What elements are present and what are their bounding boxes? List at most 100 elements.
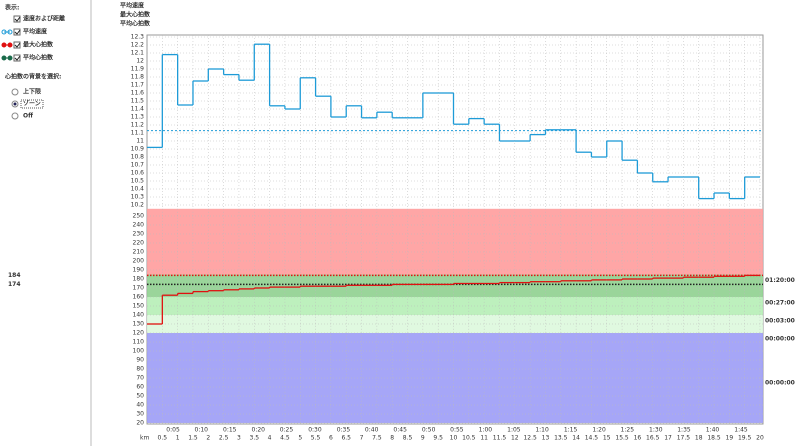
- y-tick-label: 70: [136, 375, 144, 382]
- x-tick-label: 9.5: [433, 435, 443, 442]
- time-tick-label: 1:40: [706, 427, 720, 434]
- y-tick-label: 140: [133, 312, 145, 319]
- checkbox-label: 平均速度: [23, 28, 48, 36]
- y-tick-label: 10.8: [131, 154, 145, 161]
- checkbox-label: 速度および距離: [23, 15, 65, 23]
- checkbox[interactable]: [13, 41, 21, 49]
- radio-label: ゾーン: [23, 100, 41, 108]
- x-tick-label: 7: [360, 435, 364, 442]
- radio-label: 上下限: [23, 88, 41, 96]
- x-tick-label: 5: [298, 435, 302, 442]
- checkbox-tick: [14, 29, 21, 35]
- checkbox[interactable]: [13, 15, 21, 23]
- y-tick-label: 160: [133, 294, 145, 301]
- y-tick-label: 10.7: [131, 162, 145, 169]
- checkbox-label: 平均心拍数: [23, 54, 54, 62]
- y-tick-label: 11.1: [131, 130, 145, 137]
- y-tick-label: 20: [136, 420, 144, 427]
- reference-label: 184: [8, 272, 21, 279]
- checkbox-tick: [14, 16, 21, 22]
- x-tick-label: 14: [572, 435, 580, 442]
- radio[interactable]: [11, 112, 19, 120]
- x-tick-label: 18: [695, 435, 703, 442]
- x-tick-label: 16: [634, 435, 642, 442]
- y-tick-label: 230: [133, 231, 145, 238]
- time-tick-label: 0:30: [308, 427, 322, 434]
- x-tick-label: 18.5: [707, 435, 721, 442]
- y-tick-label: 11.5: [131, 98, 145, 105]
- x-tick-label: 12.5: [523, 435, 537, 442]
- y-tick-label: 11.2: [131, 122, 145, 129]
- x-tick-label: 16.5: [646, 435, 660, 442]
- radio[interactable]: [11, 88, 19, 96]
- side-panel: [0, 0, 91, 446]
- y-tick-label: 10.3: [131, 194, 145, 201]
- y-tick-label: 130: [133, 321, 145, 328]
- time-tick-label: 0:20: [252, 427, 266, 434]
- x-tick-label: 2.5: [219, 435, 229, 442]
- x-tick-label: 17: [664, 435, 672, 442]
- y-tick-label: 240: [133, 222, 145, 229]
- time-tick-label: 0:55: [450, 427, 464, 434]
- time-tick-label: 0:10: [195, 427, 209, 434]
- radio-label: Off: [23, 113, 33, 120]
- time-tick-label: 1:45: [734, 427, 748, 434]
- x-tick-label: 10.5: [462, 435, 476, 442]
- checkbox[interactable]: [13, 54, 21, 62]
- x-tick-label: 7.5: [372, 435, 382, 442]
- radio-dot: [13, 102, 17, 106]
- zone-time: 00:00:00: [765, 380, 795, 387]
- checkbox[interactable]: [13, 28, 21, 36]
- y-tick-label: 10.2: [131, 202, 145, 209]
- x-tick-label: 11.5: [493, 435, 507, 442]
- x-tick-label: 5.5: [311, 435, 321, 442]
- x-tick-label: 8: [390, 435, 394, 442]
- time-tick-label: 0:50: [422, 427, 436, 434]
- y-tick-label: 11.8: [131, 74, 145, 81]
- x-tick-label: 1: [176, 435, 180, 442]
- time-tick-label: 1:15: [564, 427, 578, 434]
- zone-time: 00:27:00: [765, 300, 795, 307]
- x-tick-label: 20: [756, 435, 764, 442]
- y-tick-label: 11.3: [131, 114, 145, 121]
- y-tick-label: 12.3: [131, 34, 145, 41]
- time-tick-label: 1:25: [621, 427, 635, 434]
- radio-focus: [20, 99, 44, 109]
- y-tick-label: 250: [133, 213, 145, 220]
- y-tick-label: 90: [136, 357, 144, 364]
- time-tick-label: 0:45: [393, 427, 407, 434]
- time-tick-label: 1:20: [592, 427, 606, 434]
- reference-label: 174: [8, 281, 21, 288]
- y-tick-label: 10.6: [131, 170, 145, 177]
- legend-entry: 平均速度: [120, 2, 145, 10]
- y-tick-label: 30: [136, 411, 144, 418]
- x-tick-label: 17.5: [677, 435, 691, 442]
- y-tick-label: 10.9: [131, 146, 145, 153]
- y-tick-label: 50: [136, 393, 144, 400]
- x-tick-label: 15: [603, 435, 611, 442]
- x-tick-label: 9: [421, 435, 425, 442]
- x-tick-label: 19: [726, 435, 734, 442]
- x-tick-label: 4: [268, 435, 272, 442]
- x-tick-label: 0.5: [158, 435, 168, 442]
- x-axis-label: km: [140, 435, 149, 442]
- checkbox-label: 最大心拍数: [23, 41, 54, 49]
- x-tick-label: 8.5: [403, 435, 413, 442]
- y-tick-label: 10.4: [131, 186, 145, 193]
- y-tick-label: 150: [133, 303, 145, 310]
- time-tick-label: 0:25: [280, 427, 294, 434]
- y-tick-label: 11.9: [131, 66, 145, 73]
- hr-zone: [147, 297, 763, 315]
- x-tick-label: 15.5: [615, 435, 629, 442]
- time-tick-label: 0:40: [365, 427, 379, 434]
- time-tick-label: 1:05: [507, 427, 521, 434]
- y-tick-label: 40: [136, 402, 144, 409]
- y-tick-label: 12.2: [131, 42, 145, 49]
- y-tick-label: 60: [136, 384, 144, 391]
- y-tick-label: 110: [133, 339, 145, 346]
- x-tick-label: 13: [542, 435, 550, 442]
- x-tick-label: 2: [206, 435, 210, 442]
- y-tick-label: 12: [136, 58, 144, 65]
